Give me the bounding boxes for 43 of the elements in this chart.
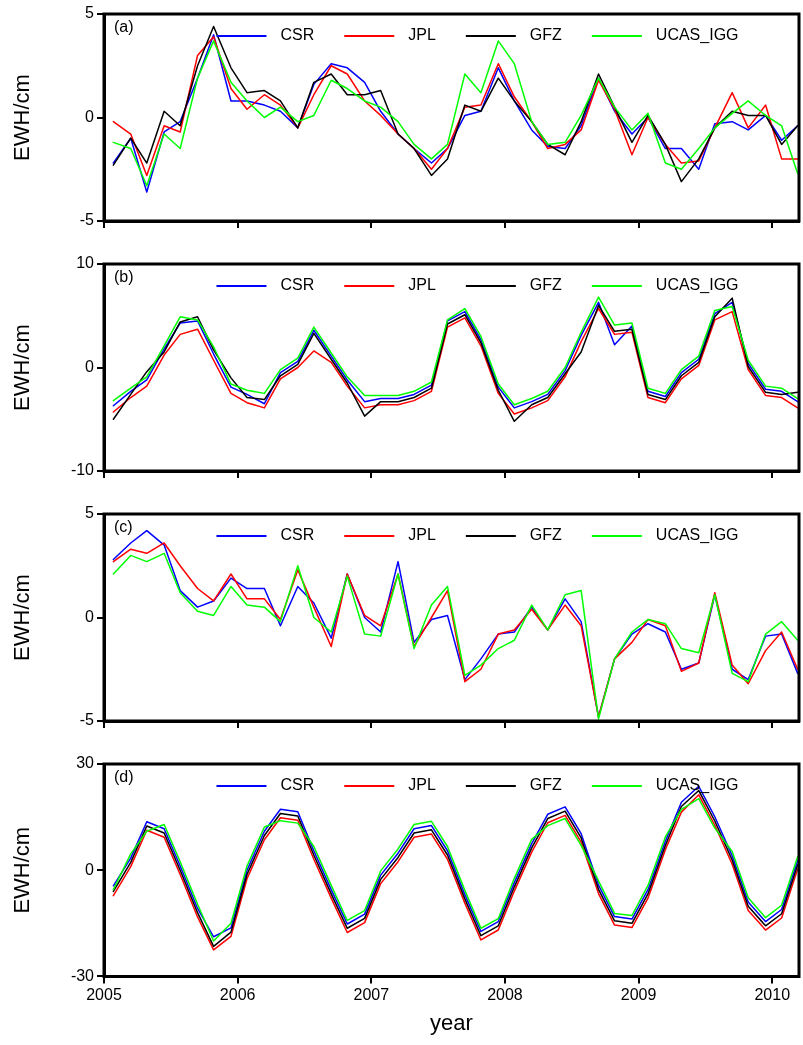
y-tick-label: 30 xyxy=(76,754,95,772)
legend-label: JPL xyxy=(408,26,436,44)
annotation: (b) xyxy=(114,268,134,286)
legend-label: JPL xyxy=(408,526,436,544)
x-tick-label: 2006 xyxy=(219,986,256,1004)
legend-label: CSR xyxy=(280,276,315,294)
legend-label: CSR xyxy=(280,26,315,44)
legend-label: GFZ xyxy=(529,776,563,794)
y-tick-label: 5 xyxy=(85,4,95,22)
x-tick-label: 2007 xyxy=(353,986,390,1004)
legend-label: JPL xyxy=(408,276,436,294)
y-axis-title: EWH/cm xyxy=(9,74,35,161)
y-tick-label: -10 xyxy=(70,461,95,479)
legend-label: CSR xyxy=(280,776,315,794)
x-tick-label: 2005 xyxy=(86,986,122,1004)
annotation: (a) xyxy=(114,18,134,36)
y-tick-label: -5 xyxy=(79,711,95,729)
y-tick-label: -5 xyxy=(79,211,95,229)
legend-label: UCAS_IGG xyxy=(655,26,739,45)
legend-label: JPL xyxy=(408,776,436,794)
y-axis-title: EWH/cm xyxy=(9,574,35,661)
legend-label: UCAS_IGG xyxy=(655,276,739,295)
y-axis-title: EWH/cm xyxy=(9,324,35,411)
y-tick-label: 0 xyxy=(85,107,95,125)
y-tick-label: -30 xyxy=(70,966,95,984)
legend-label: GFZ xyxy=(529,276,563,294)
y-tick-label: 0 xyxy=(85,860,95,878)
y-tick-label: 10 xyxy=(76,254,95,272)
legend-label: GFZ xyxy=(529,526,563,544)
y-tick-label: 0 xyxy=(85,607,95,625)
legend-label: GFZ xyxy=(529,26,563,44)
x-tick-label: 2008 xyxy=(487,986,523,1004)
legend-label: CSR xyxy=(280,526,315,544)
y-tick-label: 5 xyxy=(85,504,95,522)
annotation: (d) xyxy=(114,768,134,786)
legend-label: UCAS_IGG xyxy=(655,776,739,795)
x-tick-label: 2010 xyxy=(754,986,791,1004)
y-axis-title: EWH/cm xyxy=(9,826,35,914)
annotation: (c) xyxy=(114,518,133,536)
x-axis-title: year xyxy=(430,1009,473,1035)
legend-label: UCAS_IGG xyxy=(655,526,739,545)
y-tick-label: 0 xyxy=(85,357,95,375)
x-tick-label: 2009 xyxy=(620,986,657,1004)
